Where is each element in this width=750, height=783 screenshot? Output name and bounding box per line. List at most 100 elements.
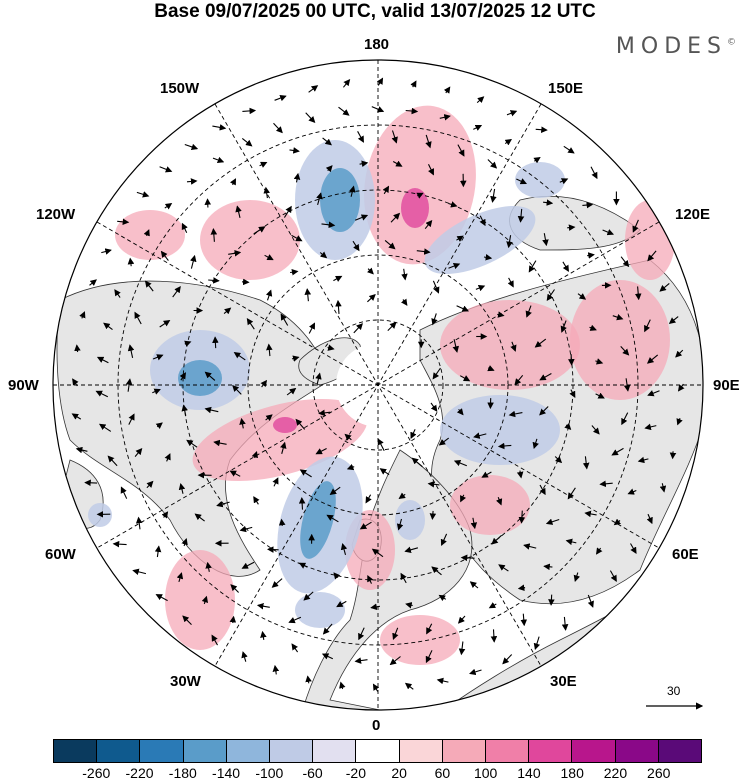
reference-vector-label: 30 <box>667 684 681 698</box>
wind-vector <box>72 378 79 387</box>
wind-vector <box>506 235 513 249</box>
wind-vector <box>184 143 199 151</box>
wind-vector <box>265 289 273 301</box>
wind-vector <box>271 578 283 588</box>
wind-vector <box>563 145 575 154</box>
wind-vector <box>456 235 464 242</box>
wind-vector <box>620 346 630 356</box>
wind-vector <box>327 344 335 351</box>
wind-vector <box>452 339 459 353</box>
colorbar <box>53 739 702 763</box>
wind-vector <box>545 518 560 525</box>
wind-vector <box>229 615 237 624</box>
wind-vector <box>96 356 109 364</box>
wind-vector <box>634 286 642 301</box>
wind-vector <box>194 513 205 522</box>
colorbar-tick-label: 60 <box>434 765 451 781</box>
wind-vector <box>127 257 135 267</box>
colorbar-swatch <box>399 740 443 762</box>
wind-vector <box>448 201 458 208</box>
colorbar-tick-label: 100 <box>473 765 498 781</box>
wind-vector <box>416 192 424 199</box>
wind-vector <box>152 354 164 361</box>
wind-vector <box>439 114 451 121</box>
wind-vector <box>305 675 312 684</box>
wind-vector <box>457 144 465 157</box>
wind-vector <box>98 423 112 432</box>
colorbar-tick-label: -60 <box>302 765 323 781</box>
wind-vector <box>475 285 486 292</box>
wind-vector <box>516 178 527 185</box>
wind-vector <box>587 252 595 259</box>
lon-label-120e: 120E <box>675 206 711 223</box>
lon-label-60w: 60W <box>45 546 76 563</box>
wind-vector <box>339 681 346 690</box>
wind-vector <box>155 422 163 430</box>
wind-vector <box>410 80 417 88</box>
wind-vector <box>241 278 250 286</box>
wind-vector <box>637 456 649 464</box>
wind-vector <box>134 311 142 325</box>
wind-vector <box>491 534 502 545</box>
wind-vector <box>230 584 239 593</box>
colorbar-tick-label: 220 <box>603 765 628 781</box>
wind-vector <box>507 277 514 288</box>
wind-vector <box>353 323 363 334</box>
wind-vector <box>456 408 464 416</box>
wind-vector <box>95 390 109 398</box>
wind-vector <box>288 616 302 624</box>
wind-vector <box>517 208 525 223</box>
wind-vector <box>117 218 130 226</box>
wind-vector <box>349 185 356 197</box>
wind-vector <box>424 219 433 230</box>
lon-label-30w: 30W <box>170 673 201 690</box>
wind-vector <box>469 668 482 676</box>
lon-label-60e: 60E <box>672 546 699 563</box>
wind-vector <box>568 354 575 366</box>
wind-vector <box>338 106 350 116</box>
lon-label-0: 0 <box>372 717 381 734</box>
wind-vector <box>322 623 333 635</box>
wind-vector <box>79 311 86 319</box>
wind-vector <box>389 656 401 666</box>
wind-vector <box>587 594 594 608</box>
wind-vector <box>659 282 670 292</box>
wind-vector <box>404 546 419 553</box>
wind-vector <box>89 279 97 287</box>
wind-vector <box>669 451 677 460</box>
wind-vector <box>308 322 316 334</box>
wind-vector <box>241 137 253 147</box>
wind-vector <box>315 448 327 455</box>
wind-vector <box>391 130 398 144</box>
wind-vector <box>340 543 348 556</box>
wind-vector <box>584 510 597 518</box>
wind-vector <box>135 516 143 530</box>
wind-vector <box>426 623 433 635</box>
wind-vector <box>232 385 242 395</box>
wind-vector <box>497 442 512 450</box>
wind-vector <box>293 172 301 183</box>
wind-vector <box>344 433 352 441</box>
wind-vector <box>253 496 260 505</box>
wind-vector <box>436 677 449 685</box>
wind-vector <box>181 222 188 233</box>
wind-vector <box>611 447 624 456</box>
map-title: Base 09/07/2025 00 UTC, valid 13/07/2025… <box>154 1 596 22</box>
wind-vector <box>342 79 351 88</box>
wind-vector <box>659 483 667 493</box>
wind-vector <box>520 613 528 627</box>
wind-vector <box>401 268 408 281</box>
wind-vector <box>510 341 517 352</box>
wind-vector <box>71 413 82 420</box>
wind-vector <box>272 664 280 675</box>
wind-vector <box>427 480 440 488</box>
wind-vector <box>646 513 653 525</box>
colorbar-swatch <box>356 740 400 762</box>
wind-vector <box>263 186 270 199</box>
colorbar-swatch <box>226 740 271 762</box>
wind-vector <box>498 564 509 572</box>
wind-vector <box>291 355 300 362</box>
colorbar-swatch <box>183 740 227 762</box>
wind-vector <box>128 413 135 425</box>
map-border <box>52 59 704 711</box>
